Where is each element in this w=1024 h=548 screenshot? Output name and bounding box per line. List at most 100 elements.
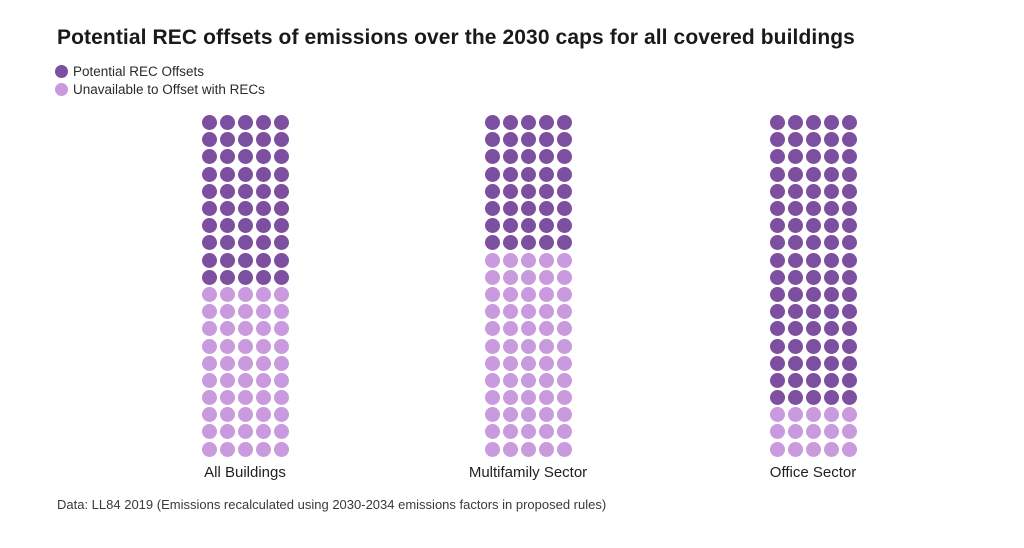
- rec-offset-dot: [769, 321, 785, 337]
- rec-offset-dot: [273, 235, 289, 251]
- rec-offset-dot: [769, 201, 785, 217]
- unavailable-dot: [538, 286, 554, 302]
- unavailable-dot: [556, 286, 572, 302]
- waffle-column-all-buildings: All Buildings: [200, 114, 290, 481]
- unavailable-dot: [237, 424, 253, 440]
- rec-offset-dot: [823, 166, 839, 182]
- rec-offset-dot: [805, 269, 821, 285]
- rec-offset-dot: [255, 201, 271, 217]
- legend-label: Potential REC Offsets: [73, 63, 205, 79]
- rec-offset-dot: [787, 183, 803, 199]
- rec-offset-dot: [484, 166, 500, 182]
- rec-offset-dot: [787, 269, 803, 285]
- rec-offset-dot: [805, 132, 821, 148]
- unavailable-dot: [273, 286, 289, 302]
- unavailable-dot: [255, 355, 271, 371]
- rec-offset-dot: [823, 338, 839, 354]
- category-label: Office Sector: [769, 464, 857, 481]
- unavailable-dot: [556, 390, 572, 406]
- unavailable-dot: [484, 321, 500, 337]
- rec-offset-dot: [219, 166, 235, 182]
- unavailable-dot: [219, 372, 235, 388]
- rec-offset-dot: [805, 166, 821, 182]
- waffle-column-multifamily-sector: Multifamily Sector: [469, 114, 587, 481]
- unavailable-dot: [520, 252, 536, 268]
- rec-offset-dot: [841, 218, 857, 234]
- dot-grid: [768, 114, 858, 458]
- unavailable-dot: [484, 424, 500, 440]
- rec-offset-dot: [237, 235, 253, 251]
- unavailable-dot: [538, 355, 554, 371]
- rec-offset-dot: [538, 218, 554, 234]
- rec-offset-dot: [805, 115, 821, 131]
- rec-offset-dot: [841, 183, 857, 199]
- unavailable-dot: [502, 321, 518, 337]
- rec-offset-dot: [219, 252, 235, 268]
- rec-offset-dot: [769, 390, 785, 406]
- unavailable-dot: [502, 372, 518, 388]
- unavailable-dot: [556, 424, 572, 440]
- rec-offset-dot: [841, 252, 857, 268]
- rec-offset-dot: [823, 115, 839, 131]
- dot-grid: [483, 114, 573, 458]
- rec-offset-dot: [219, 132, 235, 148]
- rec-offset-dot: [769, 115, 785, 131]
- unavailable-dot: [484, 338, 500, 354]
- unavailable-dot: [520, 390, 536, 406]
- unavailable-dot: [520, 407, 536, 423]
- unavailable-dot: [237, 286, 253, 302]
- rec-offset-dot: [219, 115, 235, 131]
- rec-offset-dot: [219, 201, 235, 217]
- rec-offset-dot: [255, 235, 271, 251]
- unavailable-dot: [219, 286, 235, 302]
- rec-offset-dot: [841, 201, 857, 217]
- rec-offset-dot: [484, 115, 500, 131]
- rec-offset-dot: [556, 201, 572, 217]
- unavailable-dot: [255, 304, 271, 320]
- rec-offset-dot: [255, 115, 271, 131]
- rec-offset-dot: [841, 166, 857, 182]
- rec-offset-dot: [769, 286, 785, 302]
- rec-offset-dot: [769, 304, 785, 320]
- rec-offset-dot: [273, 166, 289, 182]
- unavailable-dot: [219, 424, 235, 440]
- rec-offset-dot: [502, 132, 518, 148]
- rec-offset-dot: [805, 218, 821, 234]
- rec-offset-dot: [823, 355, 839, 371]
- rec-offset-dot: [805, 235, 821, 251]
- unavailable-dot: [805, 407, 821, 423]
- unavailable-dot: [787, 441, 803, 457]
- rec-offset-dot: [769, 372, 785, 388]
- rec-offset-dot: [237, 149, 253, 165]
- rec-offset-dot: [787, 338, 803, 354]
- unavailable-dot: [520, 269, 536, 285]
- rec-offset-dot: [841, 304, 857, 320]
- rec-offset-dot: [823, 390, 839, 406]
- rec-offset-dot: [841, 132, 857, 148]
- rec-offset-dot: [502, 166, 518, 182]
- rec-offset-dot: [201, 201, 217, 217]
- unavailable-dot: [538, 304, 554, 320]
- rec-offset-dot: [201, 252, 217, 268]
- rec-offset-dot: [520, 183, 536, 199]
- rec-offset-dot: [769, 269, 785, 285]
- rec-offset-dot: [787, 286, 803, 302]
- rec-offset-dot: [823, 252, 839, 268]
- rec-offset-dot: [823, 132, 839, 148]
- rec-offset-dot: [805, 338, 821, 354]
- unavailable-dot: [484, 286, 500, 302]
- rec-offset-dot: [823, 183, 839, 199]
- data-source-caption: Data: LL84 2019 (Emissions recalculated …: [57, 497, 607, 512]
- unavailable-dot: [502, 355, 518, 371]
- unavailable-dot: [538, 372, 554, 388]
- rec-offset-dot: [538, 132, 554, 148]
- unavailable-dot: [255, 321, 271, 337]
- rec-offset-dot: [484, 218, 500, 234]
- unavailable-dot: [219, 321, 235, 337]
- rec-offset-dot: [201, 183, 217, 199]
- unavailable-dot: [484, 304, 500, 320]
- rec-offset-dot: [787, 149, 803, 165]
- rec-offset-dot: [273, 149, 289, 165]
- unavailable-dot: [538, 338, 554, 354]
- rec-offset-dot: [769, 132, 785, 148]
